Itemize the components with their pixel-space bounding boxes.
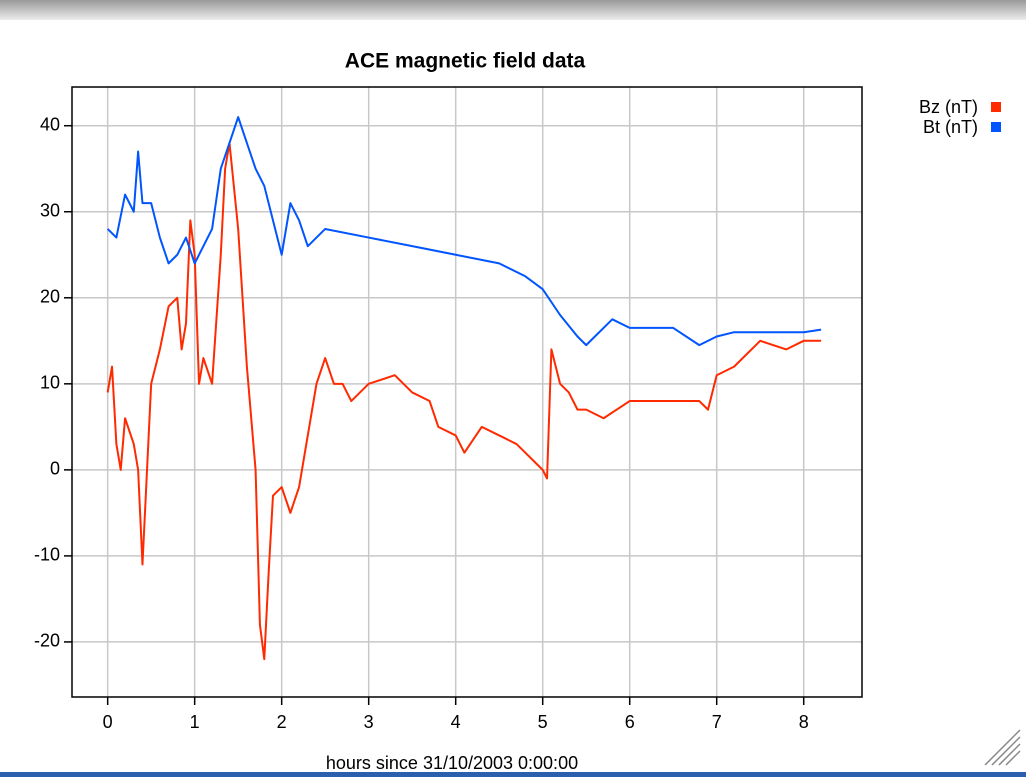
y-tick-label: -10 [34,545,60,565]
y-tick-label: 0 [50,459,60,479]
plot-area [72,87,862,697]
x-tick-label: 0 [103,712,113,732]
x-tick-label: 3 [364,712,374,732]
y-tick-label: -20 [34,631,60,651]
y-tick-label: 40 [40,114,60,134]
plot-frame [71,86,863,698]
data-line [106,141,822,661]
legend-swatch [991,122,1001,132]
x-axis-label: hours since 31/10/2003 0:00:00 [326,753,578,773]
x-tick-label: 2 [277,712,287,732]
y-tick-label: 10 [40,373,60,393]
chart-title: ACE magnetic field data [345,50,586,73]
y-tick-label: 30 [40,201,60,221]
y-tick-label: 20 [40,287,60,307]
legend-swatch [991,102,1001,112]
resize-grip[interactable] [984,729,1021,766]
x-tick-label: 7 [712,712,722,732]
bottom-border [0,772,1026,777]
legend-label: Bt (nT) [923,117,978,137]
legend-label: Bz (nT) [919,97,978,117]
x-tick-label: 8 [799,712,809,732]
x-tick-label: 4 [451,712,461,732]
data-line [106,116,822,347]
title-bar [0,0,1026,20]
x-tick-label: 1 [190,712,200,732]
x-tick-label: 5 [538,712,548,732]
x-tick-label: 6 [625,712,635,732]
